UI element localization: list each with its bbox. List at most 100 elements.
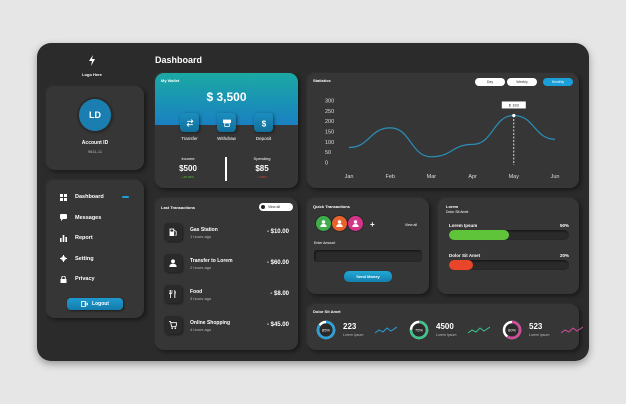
y-tick-label: 200 (325, 119, 334, 125)
sidebar-item-label: Messages (75, 214, 102, 221)
x-tick-label: Apr (468, 174, 477, 180)
contact-avatar[interactable] (347, 215, 364, 232)
stat-sub: Lorem Ipsum (436, 333, 457, 337)
deposit-button[interactable]: $ (254, 113, 273, 132)
active-indicator (122, 196, 129, 198)
stat-sub: Lorem Ipsum (529, 333, 550, 337)
add-contact-icon[interactable]: + (370, 220, 375, 229)
fork-knife-icon (169, 290, 176, 298)
y-tick-label: 250 (325, 109, 334, 115)
transfer-label: Transfer (181, 136, 198, 141)
x-tick-label: Mar (427, 174, 437, 180)
quick-view-all[interactable]: View all (405, 223, 417, 227)
sidebar-item-privacy[interactable]: Privacy (60, 274, 132, 284)
progress-track (449, 260, 569, 270)
transaction-row[interactable]: Gas Station 1 hours ago - $10.00 (155, 220, 298, 244)
ring-percent: 85% (322, 328, 330, 333)
transaction-amount: - $60.00 (266, 260, 289, 266)
progress-track (449, 230, 569, 240)
progress-fill (449, 260, 473, 270)
transaction-time: 4 hours ago (190, 327, 212, 332)
tab-monthly[interactable]: Monthly (543, 78, 573, 86)
transaction-name: Online Shopping (190, 320, 230, 326)
transaction-amount: - $8.00 (270, 291, 289, 297)
dashboard-frame: Logo Here Dashboard LD Account ID 9811-1… (37, 43, 589, 361)
enter-amount-label: Enter Amount (314, 241, 336, 245)
transfer-button[interactable] (180, 113, 199, 132)
income-change: +45.00% (182, 175, 194, 179)
income-value: $500 (179, 164, 197, 173)
wallet-card: My Wallet $ 3,500 Transfer Withdraw $ Depos… (155, 73, 298, 188)
transaction-row[interactable]: Online Shopping 4 hours ago - $45.00 (155, 313, 298, 337)
spending-change: -1.50% (257, 175, 267, 179)
fuel-pump-icon (169, 228, 177, 236)
series-line (348, 114, 556, 158)
income-label: Income (181, 156, 195, 161)
sidebar-item-setting[interactable]: Setting (60, 254, 132, 264)
contact-avatar[interactable] (315, 215, 332, 232)
sidebar-item-messages[interactable]: Messages (60, 213, 132, 223)
amount-input[interactable] (314, 250, 422, 262)
lorem-title: Lorem (446, 204, 459, 209)
x-tick-label: May (509, 174, 520, 180)
send-money-button[interactable]: Send Money (344, 271, 392, 282)
svg-text:$: $ (261, 119, 266, 127)
tab-weekly[interactable]: Weekly (507, 78, 537, 86)
x-tick-label: Jan (345, 174, 354, 180)
tab-day[interactable]: Day (475, 78, 505, 86)
account-id-label: Account ID (81, 140, 109, 146)
gear-icon (60, 255, 67, 262)
wallet-title: My Wallet (161, 78, 180, 83)
transaction-icon-box (164, 223, 182, 241)
sidebar-nav: Dashboard Messages Report Setting Privacy Lo… (46, 180, 144, 318)
stat-value: 523 (529, 322, 543, 331)
logout-button[interactable]: Logout (67, 298, 123, 310)
stat-sub: Lorem Ipsum (343, 333, 364, 337)
ring-percent: 75% (415, 328, 423, 333)
view-all-label: View all (268, 205, 280, 209)
sparkline (561, 326, 583, 334)
transaction-name: Transfer to Lorem (190, 258, 233, 264)
progress-ring: 60% (502, 320, 522, 340)
spending-label: Spending (253, 156, 271, 161)
profile-card: LD Account ID 9811-11 (46, 86, 144, 170)
chat-icon (60, 214, 67, 221)
cart-icon (169, 321, 177, 329)
logout-icon (81, 301, 89, 307)
withdraw-label: Withdraw (217, 136, 236, 141)
tooltip-box (501, 101, 526, 109)
progress-percent: 20% (559, 253, 569, 258)
sidebar-item-report[interactable]: Report (60, 233, 132, 243)
y-tick-label: 50 (325, 150, 331, 156)
transactions-title: Last Transactions (161, 205, 196, 210)
logo: Logo Here (77, 53, 107, 77)
progress-ring: 85% (316, 320, 336, 340)
transaction-icon-box (164, 285, 182, 303)
sidebar-item-label: Privacy (75, 276, 95, 282)
highlight-point (512, 113, 516, 118)
y-tick-label: 150 (325, 130, 334, 136)
user-icon (336, 220, 343, 227)
lock-icon (60, 275, 67, 283)
transaction-name: Gas Station (190, 227, 218, 233)
lorem-subtitle: Dolor Sit Amet (446, 210, 469, 214)
sparkline (375, 326, 397, 334)
contact-avatar[interactable] (331, 215, 348, 232)
transaction-row[interactable]: Transfer to Lorem 2 hours ago - $60.00 (155, 251, 298, 275)
y-tick-label: 100 (325, 140, 334, 146)
sparkline (468, 326, 490, 334)
stat-value: 4500 (436, 322, 454, 331)
atm-icon (222, 119, 231, 127)
withdraw-button[interactable] (217, 113, 236, 132)
transaction-name: Food (190, 289, 203, 295)
transactions-card: Last Transactions View all Gas Station 1 … (155, 198, 298, 350)
account-id-value: 9811-11 (87, 149, 103, 154)
stat-widget: 60% 523 Lorem Ipsum (501, 316, 589, 346)
avatar[interactable]: LD (79, 99, 111, 131)
quick-transactions-card: Quick Transactions + View all Enter Amou… (307, 198, 429, 294)
progress-label: Dolor Sit Amet (449, 253, 481, 258)
progress-percent: 50% (559, 223, 569, 228)
view-all-toggle[interactable]: View all (259, 203, 293, 211)
sidebar-item-dashboard[interactable]: Dashboard (60, 192, 132, 202)
transaction-row[interactable]: Food 3 hours ago - $8.00 (155, 282, 298, 306)
